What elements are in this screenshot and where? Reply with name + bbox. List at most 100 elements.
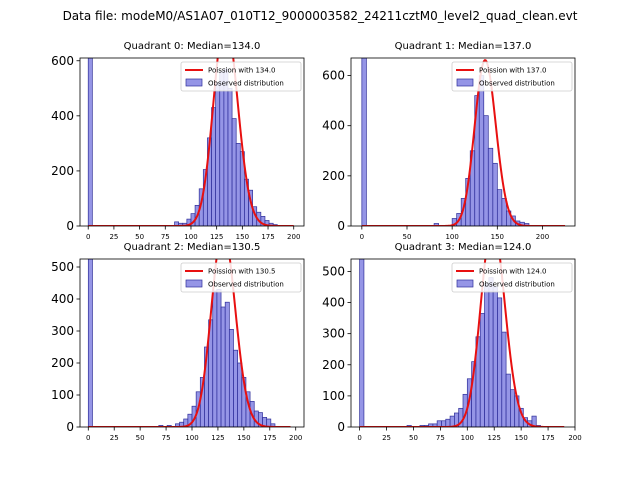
x-tick-label: 200 [536,233,549,241]
plot-area [359,259,565,427]
histogram-bar [433,223,439,226]
histogram-bar [212,290,218,427]
histogram-bar [219,71,225,226]
legend-label-observed: Observed distribution [208,80,284,88]
histogram-bar [233,349,238,427]
y-tick-label: 100 [51,388,74,402]
x-tick-label: 175 [261,233,274,241]
x-tick-label: 150 [236,233,249,241]
legend-label-curve: Poission with 137.0 [479,67,547,75]
y-tick-label: 0 [337,420,345,434]
histogram-bar [237,362,243,427]
y-tick-label: 200 [51,356,74,370]
y-tick-label: 200 [51,164,74,178]
histogram-bar [505,373,511,427]
x-tick-label: 75 [162,434,171,442]
legend-bar-swatch [456,279,474,288]
legend: Poission with 130.5 Observed distribution [180,262,302,293]
x-tick-label: 50 [135,233,144,241]
y-tick-label: 200 [322,358,345,372]
legend-box [451,61,573,92]
plot-area [87,259,291,427]
x-tick-label: 100 [184,233,197,241]
legend-label-curve: Poission with 124.0 [479,268,547,276]
x-tick-label: 50 [403,233,412,241]
histogram-bar [216,289,222,427]
x-tick-label: 125 [210,233,223,241]
legend-box [180,61,302,92]
histogram-bar [483,115,489,226]
histogram-bar [361,58,367,226]
x-tick-label: 175 [263,434,276,442]
legend-bar-swatch [456,78,474,87]
histogram-bar [479,313,485,427]
x-tick-label: 0 [86,434,90,442]
x-tick-label: 175 [541,434,554,442]
x-tick-label: 200 [289,434,302,442]
chart-title: Quadrant 3: Median=124.0 [395,242,532,253]
legend: Poission with 137.0 Observed distribution [451,61,573,92]
x-tick-label: 125 [211,434,224,442]
x-tick-label: 0 [360,233,364,241]
histogram-bar [223,68,229,226]
y-tick-label: 200 [322,169,345,183]
x-tick-label: 150 [491,233,504,241]
x-tick-label: 50 [136,434,145,442]
y-tick-label: 400 [322,296,345,310]
histogram-bar [445,418,451,427]
x-tick-label: 100 [185,434,198,442]
histogram-bar [266,418,272,427]
poisson-curve [88,259,291,427]
histogram-bar [224,301,230,427]
axes-frame [350,57,576,227]
histogram-bar [492,286,498,427]
legend: Poission with 134.0 Observed distribution [180,61,302,92]
histogram-bar [359,259,365,427]
y-tick-label: 300 [322,327,345,341]
x-tick-label: 75 [161,233,170,241]
poisson-curve [359,259,565,427]
legend: Poission with 124.0 Observed distribution [451,262,573,293]
axes-frame [79,57,305,227]
legend-bar-swatch [185,279,203,288]
x-tick-label: 50 [409,434,418,442]
y-tick-label: 400 [51,109,74,123]
histogram-bar [492,162,498,226]
legend-label-observed: Observed distribution [208,281,284,289]
y-tick-label: 500 [322,264,345,278]
x-tick-label: 150 [237,434,250,442]
y-tick-label: 0 [66,219,74,233]
chart-title: Quadrant 0: Median=134.0 [124,41,261,52]
legend-label-curve: Poission with 134.0 [208,67,276,75]
x-tick-label: 75 [436,434,445,442]
histogram-bar [478,75,485,226]
histogram-bar [231,118,237,226]
axes-frame [350,258,576,428]
legend-label-observed: Observed distribution [479,80,555,88]
legend-label-observed: Observed distribution [479,281,555,289]
y-tick-label: 300 [51,324,74,338]
histogram-bar [496,189,503,226]
histogram-bar [488,277,494,427]
legend-label-curve: Poission with 130.5 [208,268,276,276]
legend-bar-swatch [185,78,203,87]
histogram-bar [235,143,241,226]
x-tick-label: 200 [287,233,300,241]
x-tick-label: 25 [382,434,391,442]
y-tick-label: 0 [337,219,345,233]
quadrant-chart-0: 0 200 400 600 0 25 50 75 100 125 150 175 200 Quadrant… [51,41,305,241]
chart-title: Quadrant 1: Median=137.0 [395,41,532,52]
histogram-bar [220,306,226,427]
x-tick-label: 100 [445,233,458,241]
x-tick-label: 200 [568,434,581,442]
histogram-bar [497,297,503,427]
x-tick-label: 0 [357,434,361,442]
y-tick-label: 400 [51,292,74,306]
y-tick-label: 600 [322,69,345,83]
y-tick-label: 100 [322,389,345,403]
x-tick-label: 25 [109,233,118,241]
quadrant-chart-3: 0 100 200 300 400 500 0 25 50 75 100 125 150 175 200 Qu… [322,242,582,442]
x-tick-label: 25 [110,434,119,442]
x-tick-label: 125 [488,434,501,442]
